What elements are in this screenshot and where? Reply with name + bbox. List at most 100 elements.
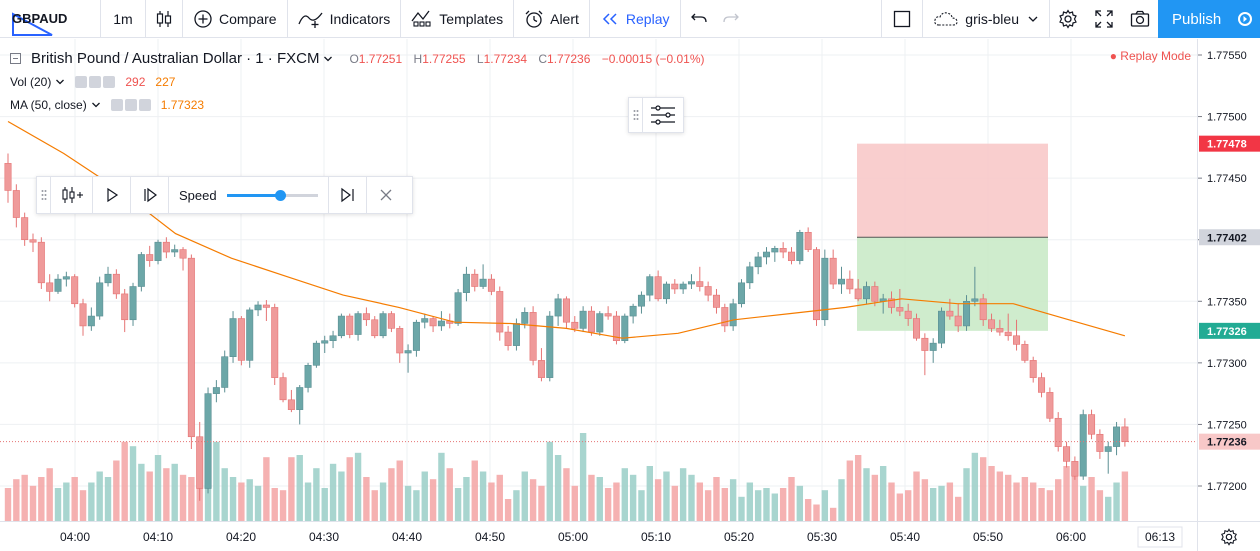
high-value: 1.77255 (422, 51, 466, 66)
candle (354, 311, 362, 341)
candle (771, 245, 779, 262)
undo-button[interactable] (681, 0, 717, 38)
undo-icon (690, 13, 707, 22)
volume-bar (329, 463, 337, 521)
close-icon[interactable] (138, 98, 151, 111)
candle-body (979, 298, 987, 321)
publish-button[interactable]: Publish (1158, 0, 1260, 38)
candle-body (863, 286, 871, 300)
alert-button[interactable]: Alert (514, 0, 589, 38)
volume-bar (379, 482, 387, 521)
collapse-legend-icon[interactable] (10, 53, 21, 64)
volume-bar (704, 490, 712, 521)
time-scale-labels: 04:00 04:10 04:20 04:30 04:40 04:50 05:00 05:10… (60, 526, 1183, 548)
candle (988, 313, 996, 333)
floating-drawing-toolbar[interactable] (628, 97, 684, 133)
snapshot-button[interactable] (1122, 0, 1158, 38)
settings-button[interactable] (1050, 0, 1086, 38)
speed-slider[interactable] (226, 189, 318, 201)
gear-icon[interactable] (89, 75, 102, 88)
gear-icon[interactable] (124, 98, 137, 111)
indicators-button[interactable]: Indicators (288, 0, 401, 38)
scale-settings-button[interactable] (1197, 521, 1260, 551)
replay-button[interactable]: Replay (590, 0, 680, 38)
interval-button[interactable]: 1m (101, 0, 145, 38)
volume-bar (4, 488, 12, 521)
ma-controls[interactable] (110, 98, 151, 111)
candle (262, 300, 270, 321)
chevron-down-icon[interactable] (55, 77, 65, 87)
volume-bar (488, 482, 495, 521)
volume-bar (688, 474, 695, 521)
position-settings-button[interactable] (643, 104, 683, 126)
candle (612, 311, 620, 345)
chart-style-button[interactable] (146, 0, 182, 38)
candle (537, 348, 545, 382)
drag-handle[interactable] (37, 176, 51, 214)
volume-bar (813, 504, 820, 521)
symbol-search-button[interactable]: GBPAUD (0, 0, 100, 38)
close-icon[interactable] (103, 75, 116, 88)
volume-bar (388, 468, 395, 521)
candle (863, 281, 871, 304)
candle-body (587, 310, 595, 333)
toolbar-divider (881, 0, 883, 38)
candle (29, 233, 37, 253)
toolbar-divider (679, 0, 681, 38)
layout-name-dropdown[interactable]: gris-bleu (923, 0, 1049, 38)
candle (271, 303, 279, 386)
volume-bar (263, 457, 270, 521)
candle-body (854, 288, 862, 300)
volume-bar (171, 463, 178, 521)
eye-icon[interactable] (75, 75, 88, 88)
templates-button[interactable]: Templates (401, 0, 513, 38)
candle (304, 362, 312, 393)
redo-button[interactable] (717, 0, 745, 38)
time-tick-label: 05:40 (890, 530, 920, 544)
compare-button[interactable]: Compare (183, 0, 287, 38)
candle-body (1121, 426, 1129, 442)
layout-toggle-button[interactable] (882, 0, 922, 38)
candle-body (871, 286, 879, 302)
candle (429, 316, 437, 333)
candle-body (329, 335, 337, 341)
candle (479, 264, 487, 289)
toolbar-divider (286, 0, 288, 38)
chevron-down-icon[interactable] (91, 100, 101, 110)
volume-bar (54, 488, 62, 521)
target-price-badge-bg (1199, 322, 1260, 339)
fullscreen-button[interactable] (1086, 0, 1122, 38)
volume-bar (271, 488, 278, 521)
volume-bar (613, 482, 620, 521)
candle-body (1046, 392, 1054, 419)
price-chart[interactable] (0, 39, 1197, 521)
close-replay-button[interactable] (367, 176, 405, 214)
volume-bar (88, 482, 95, 521)
candle (487, 274, 495, 296)
jump-to-realtime-button[interactable] (329, 176, 367, 214)
ma-indicator-label[interactable]: MA (50, close) (10, 97, 87, 112)
candle-body (712, 294, 720, 308)
step-forward-button[interactable] (131, 176, 169, 214)
candle-body (821, 257, 829, 321)
volume-bar (696, 482, 704, 521)
chevron-down-icon[interactable] (323, 54, 333, 64)
time-scale[interactable]: 04:00 04:10 04:20 04:30 04:40 04:50 05:00 05:10… (0, 521, 1197, 551)
select-bar-button[interactable] (51, 176, 93, 214)
replay-control-panel[interactable]: Speed (36, 176, 413, 214)
candle (779, 242, 787, 259)
play-button[interactable] (93, 176, 131, 214)
price-scale[interactable]: 1.775501.775001.774501.774001.773501.773… (1197, 39, 1260, 521)
drag-handle[interactable] (629, 97, 643, 133)
alarm-clock-icon (524, 9, 544, 29)
volume-controls[interactable] (75, 75, 116, 88)
volume-indicator-label[interactable]: Vol (20) (10, 74, 52, 89)
toolbar-divider (588, 0, 590, 38)
eye-icon[interactable] (110, 98, 123, 111)
chart-pane[interactable]: British Pound / Australian Dollar · 1 · … (0, 39, 1197, 521)
candle-body (71, 276, 79, 305)
candle (312, 340, 320, 368)
speed-slider-thumb[interactable] (274, 189, 286, 201)
speed-label: Speed (179, 187, 217, 203)
symbol-title[interactable]: British Pound / Australian Dollar · 1 · … (31, 50, 320, 67)
